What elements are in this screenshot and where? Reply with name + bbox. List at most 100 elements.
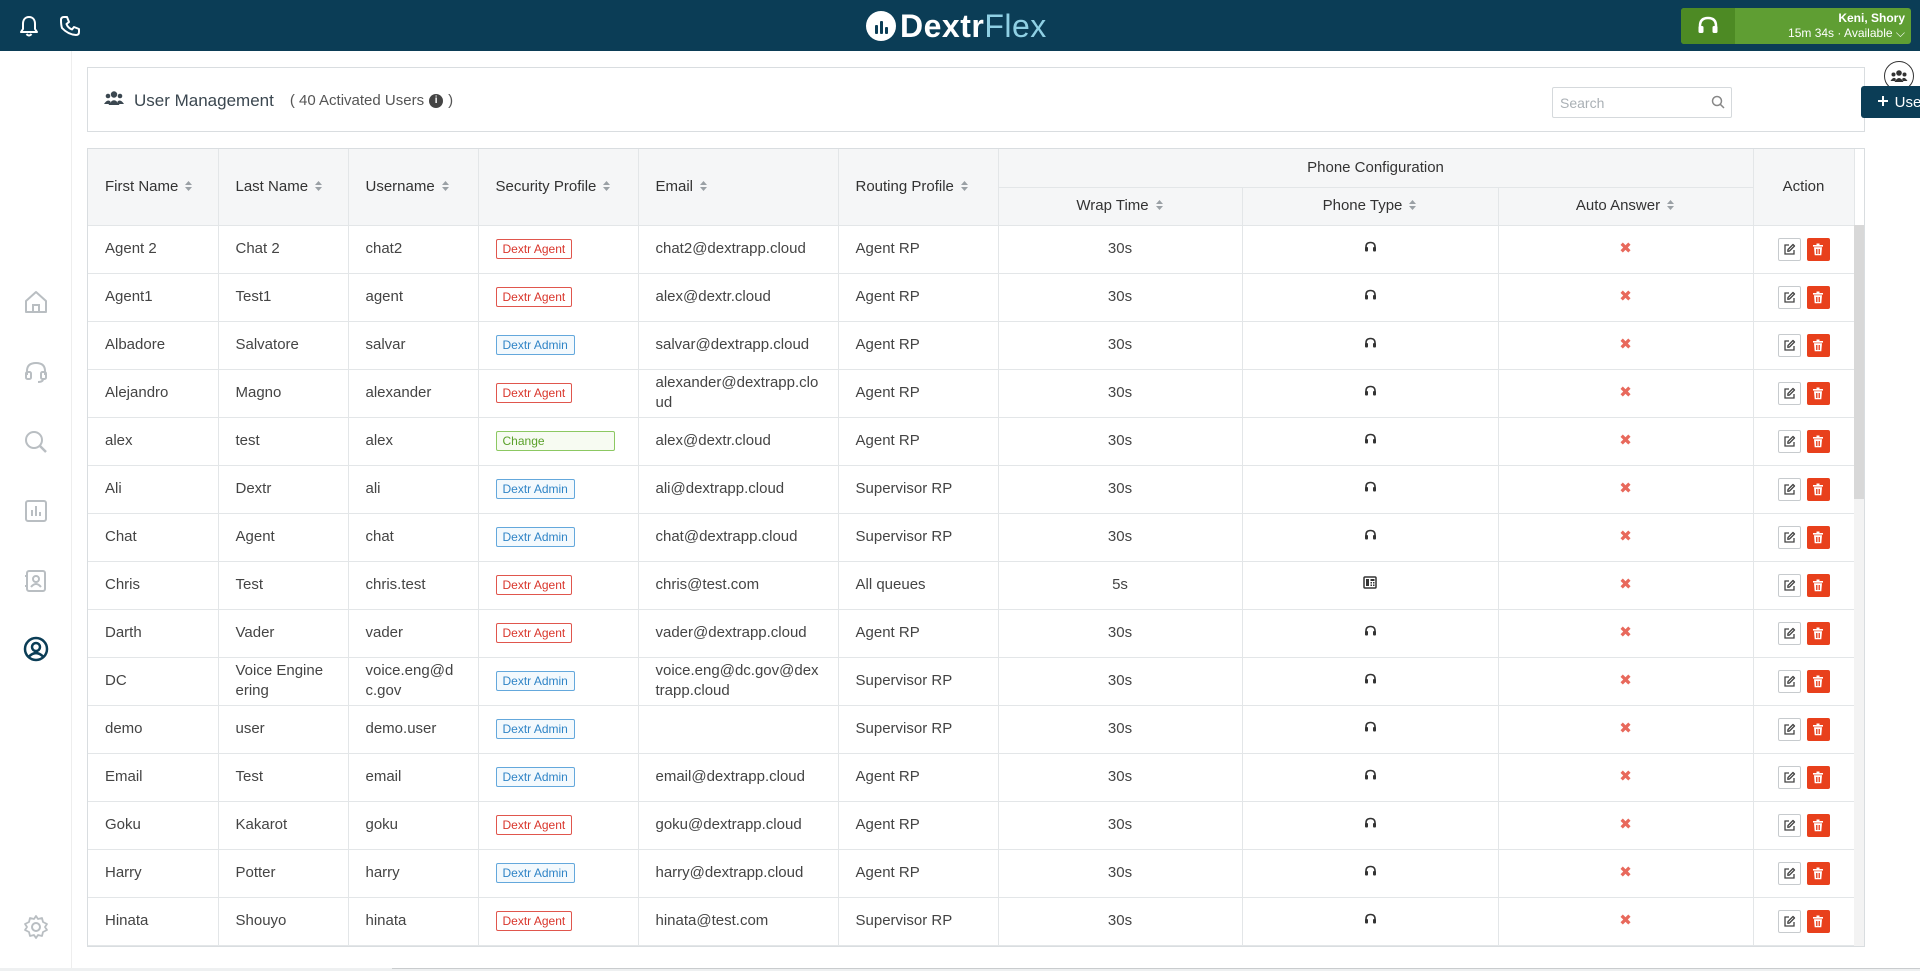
delete-button[interactable] bbox=[1806, 477, 1830, 501]
subtitle-close-paren: ) bbox=[448, 92, 454, 109]
reports-icon[interactable] bbox=[20, 495, 52, 527]
edit-button[interactable] bbox=[1777, 717, 1801, 741]
cell-phone-type bbox=[1242, 897, 1499, 946]
cell-email: salvar@dextrapp.cloud bbox=[638, 321, 839, 370]
cell-phone-type bbox=[1242, 561, 1499, 610]
delete-button[interactable] bbox=[1806, 621, 1830, 645]
delete-button[interactable] bbox=[1806, 285, 1830, 309]
bottom-divider bbox=[0, 968, 1920, 971]
col-phone-type[interactable]: Phone Type bbox=[1242, 187, 1499, 226]
search-icon[interactable] bbox=[1711, 95, 1725, 114]
col-email[interactable]: Email bbox=[638, 149, 839, 226]
settings-icon[interactable] bbox=[20, 911, 52, 943]
scrollbar-thumb[interactable] bbox=[1854, 225, 1864, 499]
edit-button[interactable] bbox=[1777, 669, 1801, 693]
user-management-icon[interactable] bbox=[20, 633, 52, 665]
cell-username: chris.test bbox=[348, 561, 479, 610]
col-action: Action bbox=[1753, 149, 1855, 226]
edit-button[interactable] bbox=[1777, 765, 1801, 789]
edit-button[interactable] bbox=[1777, 285, 1801, 309]
sort-icon[interactable] bbox=[699, 179, 708, 196]
delete-button[interactable] bbox=[1806, 669, 1830, 693]
cell-wrap-time: 30s bbox=[998, 897, 1243, 946]
info-icon[interactable]: i bbox=[429, 93, 444, 108]
headset-icon bbox=[1364, 240, 1377, 257]
sort-icon[interactable] bbox=[960, 179, 969, 196]
security-profile-badge: Dextr Agent bbox=[495, 623, 573, 643]
cell-first-name: Alejandro bbox=[88, 369, 219, 418]
logo-icon bbox=[866, 11, 896, 41]
search-nav-icon[interactable] bbox=[20, 426, 52, 458]
bell-icon[interactable] bbox=[16, 13, 42, 39]
delete-button[interactable] bbox=[1806, 765, 1830, 789]
delete-button[interactable] bbox=[1806, 861, 1830, 885]
cell-security-profile: Dextr Admin bbox=[478, 705, 639, 754]
security-profile-badge: Dextr Agent bbox=[495, 575, 573, 595]
top-bar: Dextr Flex Keni, Shory 15m 34s · Availabl… bbox=[0, 0, 1920, 51]
sort-icon[interactable] bbox=[1666, 198, 1675, 215]
headset-nav-icon[interactable] bbox=[20, 356, 52, 388]
col-last-name[interactable]: Last Name bbox=[218, 149, 349, 226]
edit-button[interactable] bbox=[1777, 621, 1801, 645]
table-row: alex test alex Change alex@dextr.cloud Agent … bbox=[88, 417, 1855, 466]
headset-icon bbox=[1364, 768, 1377, 785]
cell-username: demo.user bbox=[348, 705, 479, 754]
delete-button[interactable] bbox=[1806, 429, 1830, 453]
col-routing-profile[interactable]: Routing Profile bbox=[838, 149, 999, 226]
cell-last-name: Test bbox=[218, 561, 349, 610]
cell-wrap-time: 30s bbox=[998, 417, 1243, 466]
cell-last-name: user bbox=[218, 705, 349, 754]
agent-status-button[interactable]: Keni, Shory 15m 34s · Available ⌵ bbox=[1681, 8, 1911, 44]
cell-action bbox=[1753, 417, 1855, 466]
edit-button[interactable] bbox=[1777, 477, 1801, 501]
sort-icon[interactable] bbox=[184, 179, 193, 196]
cell-wrap-time: 30s bbox=[998, 273, 1243, 322]
delete-button[interactable] bbox=[1806, 909, 1830, 933]
sort-icon[interactable] bbox=[1408, 198, 1417, 215]
edit-button[interactable] bbox=[1777, 429, 1801, 453]
add-user-button[interactable]: User bbox=[1861, 86, 1920, 118]
table-row: Agent 2 Chat 2 chat2 Dextr Agent chat2@dextr… bbox=[88, 225, 1855, 274]
cell-first-name: Email bbox=[88, 753, 219, 802]
sort-icon[interactable] bbox=[441, 179, 450, 196]
edit-button[interactable] bbox=[1777, 381, 1801, 405]
col-username[interactable]: Username bbox=[348, 149, 479, 226]
sort-icon[interactable] bbox=[1155, 198, 1164, 215]
edit-button[interactable] bbox=[1777, 237, 1801, 261]
cell-email: goku@dextrapp.cloud bbox=[638, 801, 839, 850]
edit-button[interactable] bbox=[1777, 525, 1801, 549]
cell-first-name: Goku bbox=[88, 801, 219, 850]
sort-icon[interactable] bbox=[314, 179, 323, 196]
delete-button[interactable] bbox=[1806, 333, 1830, 357]
scrollbar-track[interactable] bbox=[1854, 225, 1864, 946]
col-first-name[interactable]: First Name bbox=[88, 149, 219, 226]
edit-button[interactable] bbox=[1777, 573, 1801, 597]
security-profile-badge: Dextr Admin bbox=[495, 863, 575, 883]
table-row: Goku Kakarot goku Dextr Agent goku@dextrapp.… bbox=[88, 801, 1855, 850]
contacts-icon[interactable] bbox=[20, 565, 52, 597]
edit-button[interactable] bbox=[1777, 909, 1801, 933]
search-input[interactable] bbox=[1553, 88, 1703, 117]
phone-icon[interactable] bbox=[57, 13, 83, 39]
cell-auto-answer: ✖ bbox=[1498, 897, 1754, 946]
cell-routing-profile: Supervisor RP bbox=[838, 897, 999, 946]
col-wrap-time[interactable]: Wrap Time bbox=[998, 187, 1243, 226]
col-auto-answer[interactable]: Auto Answer bbox=[1498, 187, 1754, 226]
delete-button[interactable] bbox=[1806, 381, 1830, 405]
cell-routing-profile: Agent RP bbox=[838, 801, 999, 850]
home-icon[interactable] bbox=[20, 286, 52, 318]
delete-button[interactable] bbox=[1806, 573, 1830, 597]
cell-last-name: Agent bbox=[218, 513, 349, 562]
col-security-profile[interactable]: Security Profile bbox=[478, 149, 639, 226]
sort-icon[interactable] bbox=[602, 179, 611, 196]
delete-button[interactable] bbox=[1806, 813, 1830, 837]
activated-users-count: ( 40 Activated Users bbox=[289, 92, 425, 109]
edit-button[interactable] bbox=[1777, 861, 1801, 885]
delete-button[interactable] bbox=[1806, 237, 1830, 261]
headset-icon bbox=[1364, 336, 1377, 353]
delete-button[interactable] bbox=[1806, 525, 1830, 549]
edit-button[interactable] bbox=[1777, 813, 1801, 837]
delete-button[interactable] bbox=[1806, 717, 1830, 741]
cell-email: alex@dextr.cloud bbox=[638, 273, 839, 322]
edit-button[interactable] bbox=[1777, 333, 1801, 357]
